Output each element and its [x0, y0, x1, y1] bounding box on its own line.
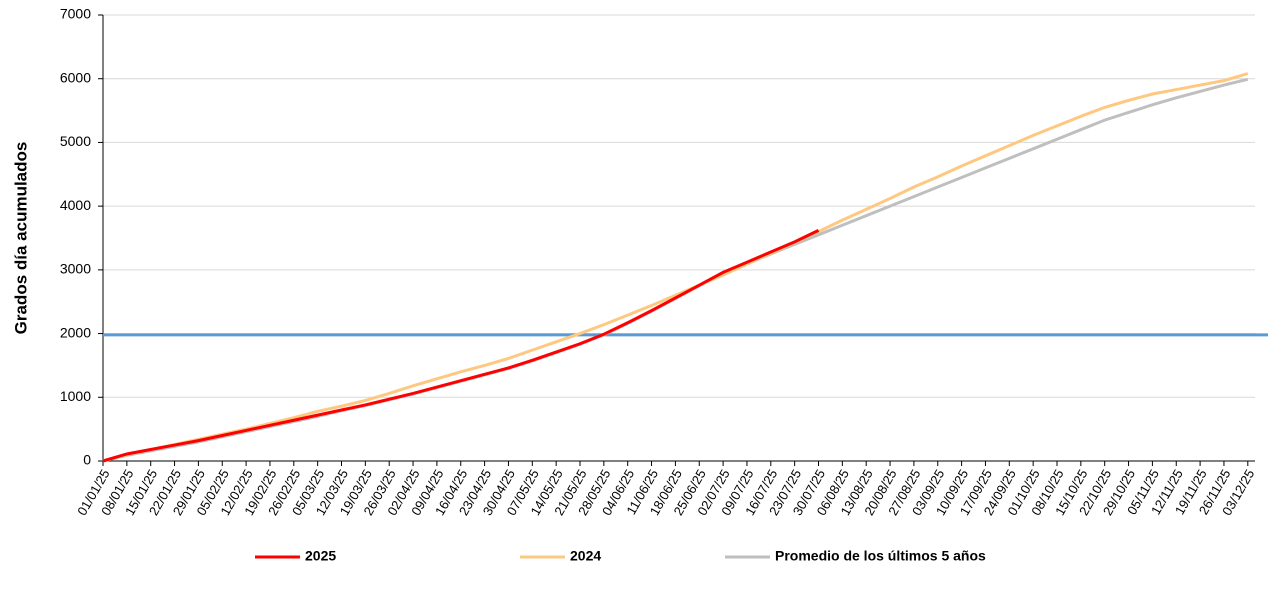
series-line — [102, 229, 820, 463]
legend-label: 2025 — [305, 548, 336, 564]
y-tick-label: 4000 — [60, 197, 91, 213]
y-tick-label: 5000 — [60, 133, 91, 149]
y-tick-label: 2000 — [60, 324, 91, 340]
y-axis-label: Grados día acumulados — [11, 142, 30, 335]
legend-label: 2024 — [570, 548, 601, 564]
y-tick-label: 7000 — [60, 6, 91, 22]
legend-label: Promedio de los últimos 5 años — [775, 548, 986, 564]
y-tick-label: 3000 — [60, 261, 91, 277]
y-tick-label: 0 — [83, 452, 91, 468]
series-line — [102, 72, 1249, 463]
y-tick-label: 6000 — [60, 69, 91, 85]
y-tick-label: 1000 — [60, 388, 91, 404]
